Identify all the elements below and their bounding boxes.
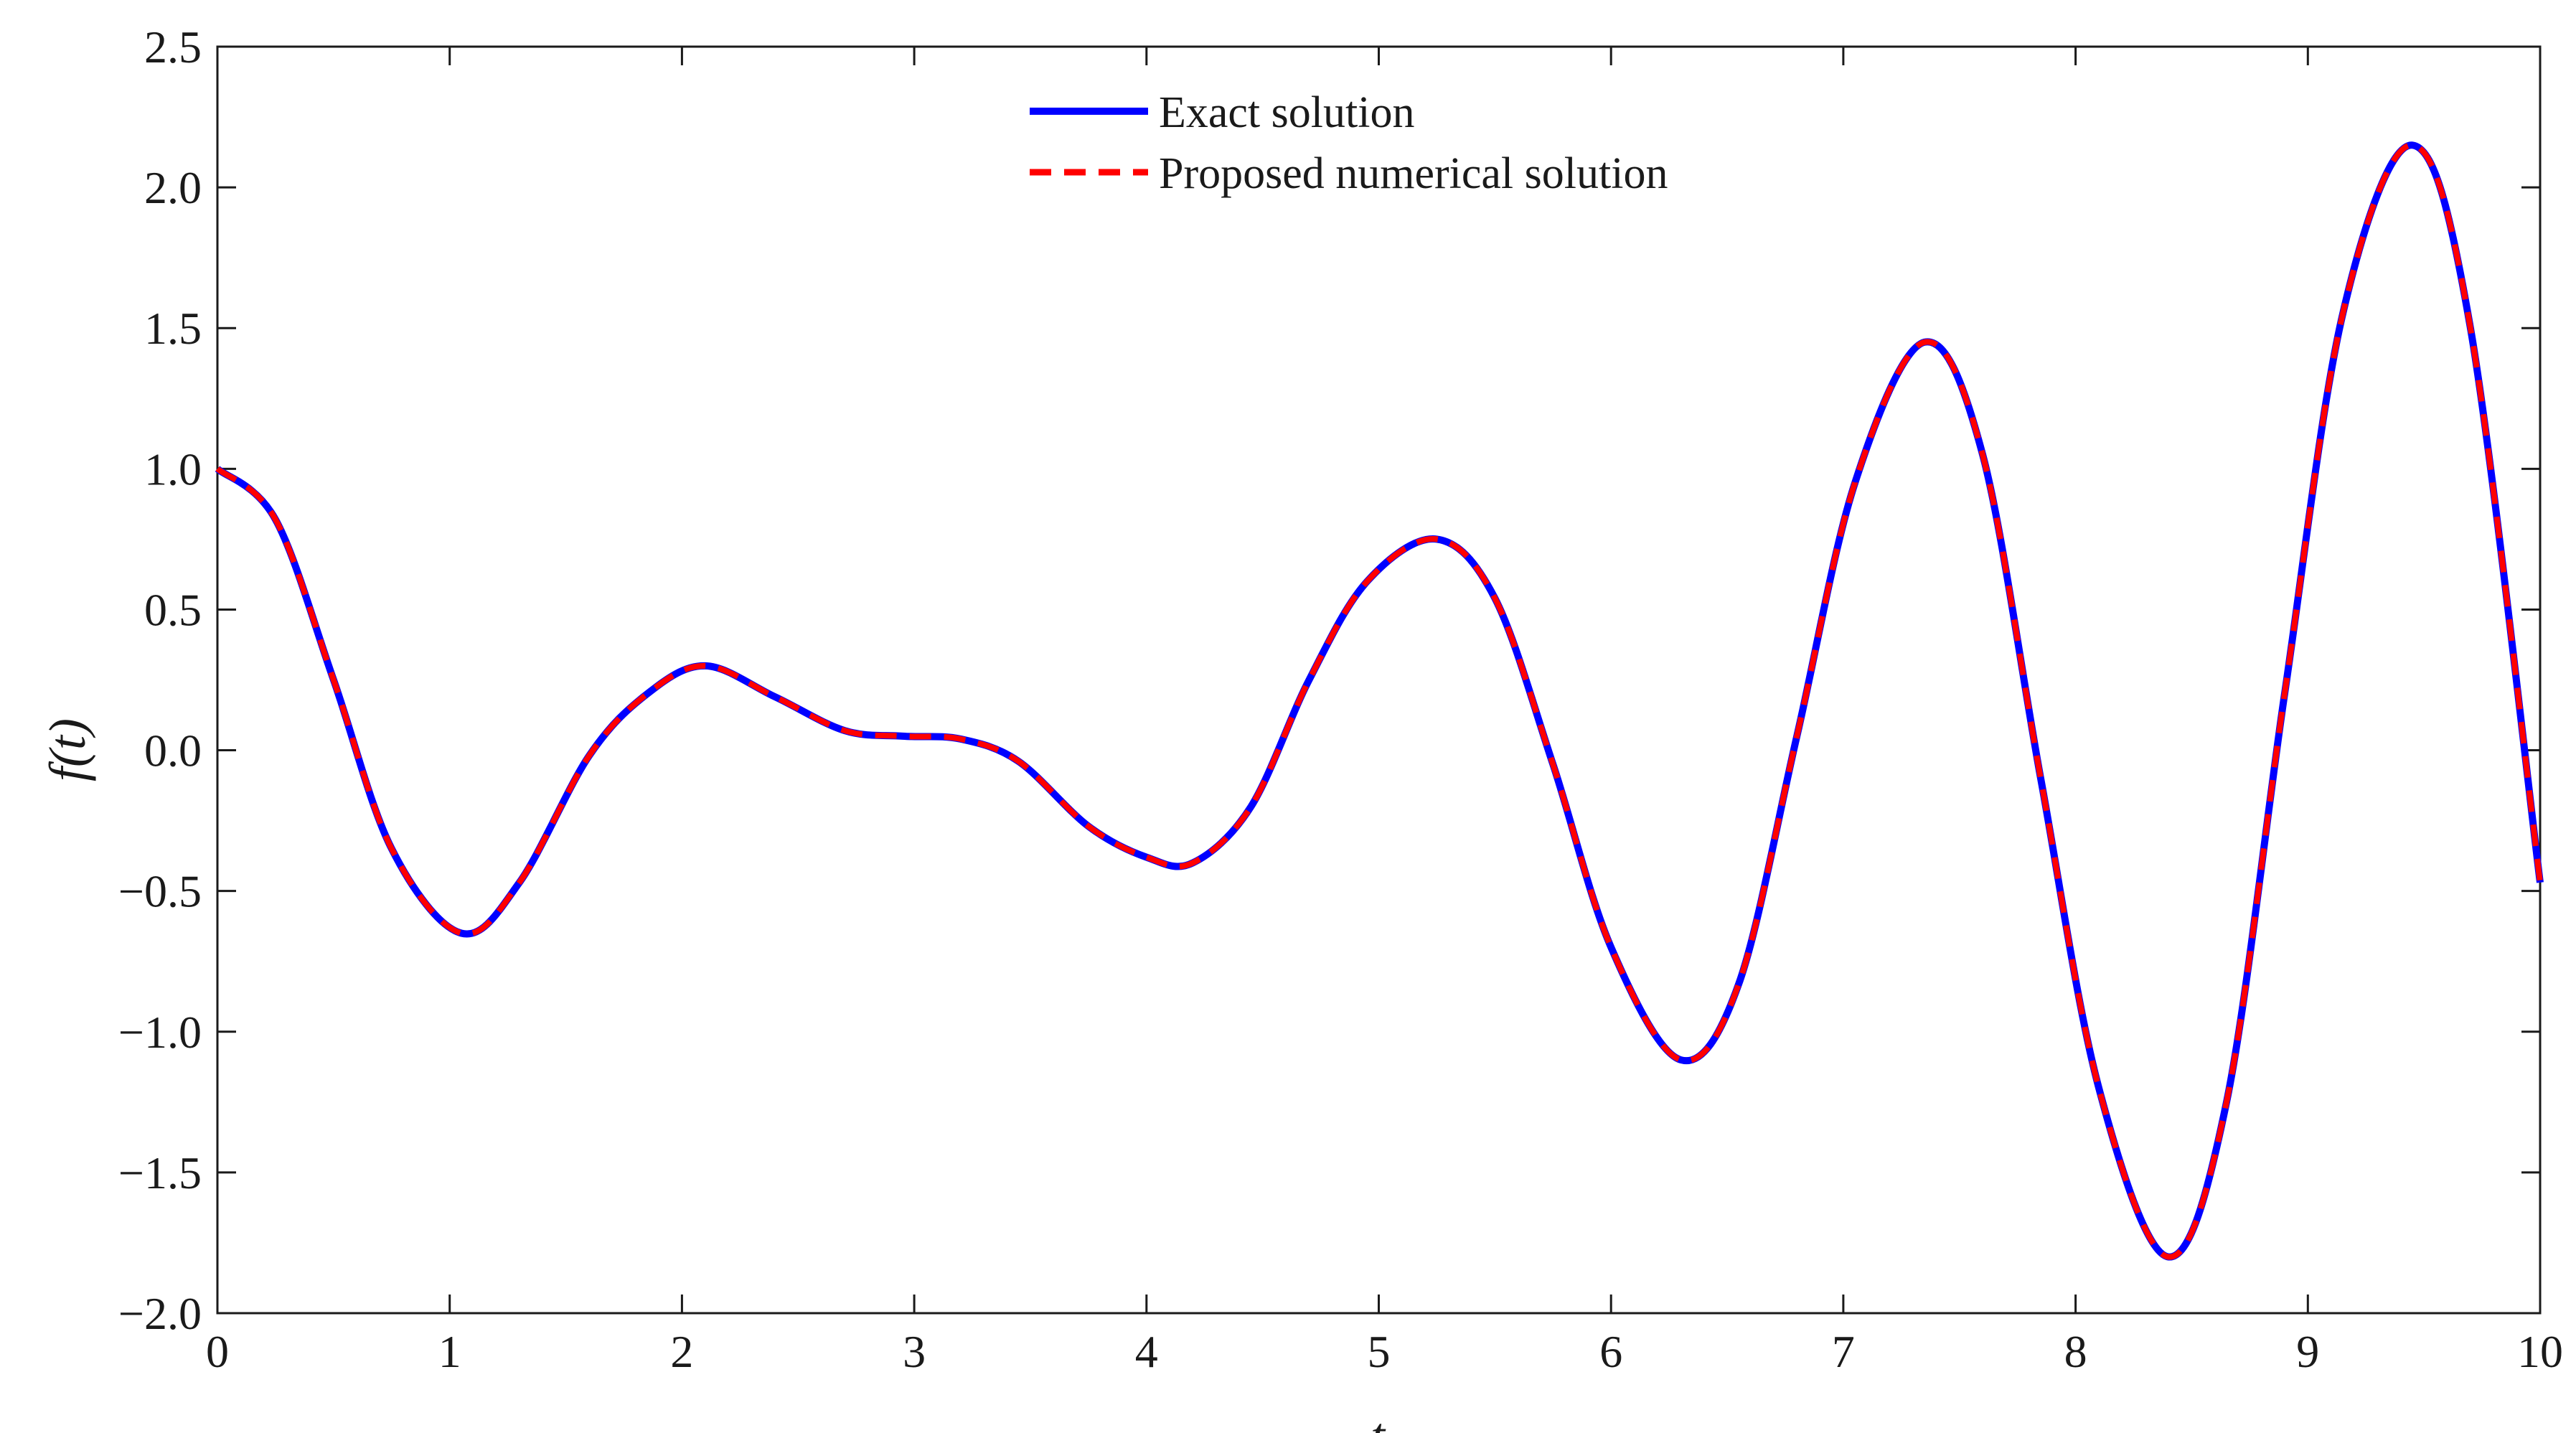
y-tick-label: 2.0 [144, 162, 202, 213]
x-tick-label: 10 [2517, 1326, 2563, 1377]
y-tick-label: 0.5 [144, 584, 202, 635]
x-tick-label: 9 [2296, 1326, 2319, 1377]
legend-label-1: Exact solution [1159, 88, 1414, 137]
series-lines [215, 141, 2544, 1261]
x-tick-label: 3 [903, 1326, 926, 1377]
y-tick-label: 1.5 [144, 303, 202, 354]
y-tick-label: −1.0 [118, 1007, 202, 1058]
y-tick-label: −0.5 [118, 866, 202, 917]
x-tick-label: 2 [670, 1326, 693, 1377]
legend: Exact solution Proposed numerical solutio… [1030, 88, 1668, 198]
plot-frame [216, 45, 2542, 1315]
x-tick-label: 6 [1599, 1326, 1622, 1377]
x-axis-title: t [1371, 1407, 1386, 1433]
axes: 0 1 2 3 4 5 6 7 8 9 10 2.5 2.0 1.5 1.0 0.5 0.0 −0.5 −1.0 −1… [118, 22, 2563, 1377]
y-tick-label: −1.5 [118, 1147, 202, 1198]
x-tick-label: 7 [1832, 1326, 1855, 1377]
y-tick-label: 0.0 [144, 725, 202, 776]
y-tick-label: 1.0 [144, 443, 202, 494]
x-tick-label: 5 [1368, 1326, 1391, 1377]
series-line-2 [215, 142, 2543, 1260]
x-tick-label: 0 [206, 1326, 229, 1377]
x-tick-label: 4 [1135, 1326, 1158, 1377]
y-axis-title: f(t) [39, 718, 96, 781]
y-tick-label: 2.5 [144, 22, 202, 72]
legend-label-2: Proposed numerical solution [1159, 149, 1668, 198]
x-tick-label: 8 [2064, 1326, 2087, 1377]
series-line-1 [215, 141, 2544, 1261]
x-tick-label: 1 [438, 1326, 461, 1377]
y-tick-label: −2.0 [118, 1288, 202, 1339]
